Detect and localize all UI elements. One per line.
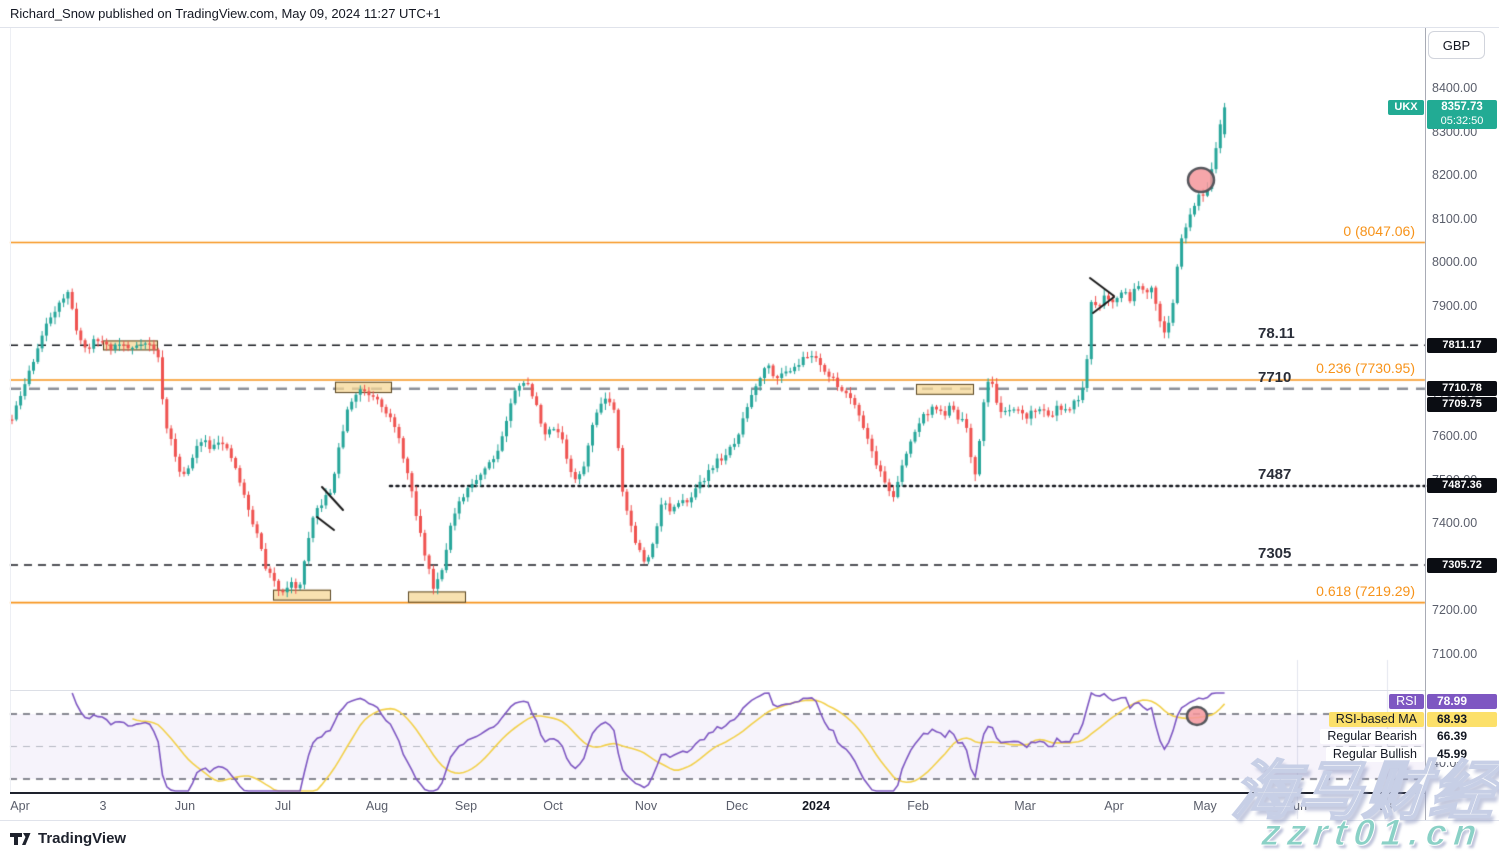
price-axis-tick: 8200.00 xyxy=(1432,168,1478,182)
price-axis-tick: 8100.00 xyxy=(1432,211,1478,226)
time-axis-label: 3 xyxy=(99,799,107,813)
level-price-tag: 7305.72 xyxy=(1427,557,1497,573)
time-axis-label: Jul xyxy=(275,799,291,813)
level-label: 7305 xyxy=(1258,545,1292,562)
fib-level-label: 0.236 (7730.95) xyxy=(1316,360,1415,377)
last-price-tag: 8357.73 05:32:50 xyxy=(1427,100,1497,129)
time-axis-label: Sep xyxy=(454,799,478,813)
price-rsi-pane-separator[interactable] xyxy=(10,690,1425,691)
currency-toggle-button[interactable]: GBP xyxy=(1428,31,1485,59)
level-label: 7487 xyxy=(1258,465,1292,483)
watermark-url-text: zzrt01.cn xyxy=(1259,812,1486,854)
tradingview-branding[interactable]: TradingView xyxy=(10,830,126,847)
rsi-legend-value: 78.99 xyxy=(1427,694,1497,709)
level-price-tag: 7710.78 xyxy=(1427,381,1497,397)
level-label: 7710 xyxy=(1258,368,1292,386)
time-axis-label: 2024 xyxy=(802,799,830,813)
rsi-legend-value: 66.39 xyxy=(1427,729,1497,744)
price-axis-tick: 7100.00 xyxy=(1432,646,1478,661)
tradingview-brand-text: TradingView xyxy=(38,830,127,847)
price-axis-tick: 7400.00 xyxy=(1432,516,1478,530)
tradingview-logo-icon xyxy=(10,833,31,845)
fib-level-label: 0 (8047.06) xyxy=(1343,222,1415,239)
time-axis-label: May xyxy=(1193,799,1217,813)
level-label: 78.11 xyxy=(1258,325,1295,343)
time-axis-separator xyxy=(10,792,1425,794)
price-axis-tick: 7600.00 xyxy=(1432,429,1478,443)
price-axis-tick: 7200.00 xyxy=(1432,603,1478,617)
time-axis-label: Jun xyxy=(1286,799,1308,813)
rsi-legend-label: Regular Bullish xyxy=(1325,746,1424,762)
price-axis-tick: 7900.00 xyxy=(1432,298,1478,313)
fib-level-label: 0.618 (7219.29) xyxy=(1316,582,1415,599)
footer-separator xyxy=(0,820,1499,821)
level-price-tag: 7811.17 xyxy=(1427,337,1497,353)
price-axis-tick: 8400.00 xyxy=(1432,81,1478,95)
publish-attribution-header: Richard_Snow published on TradingView.co… xyxy=(0,0,1499,28)
rsi-legend-label: RSI-based MA xyxy=(1328,711,1424,727)
time-axis-label: Aug xyxy=(365,799,389,813)
time-axis-label: Jun xyxy=(174,799,196,813)
last-price-value: 8357.73 xyxy=(1441,101,1483,113)
rsi-legend-value: 68.93 xyxy=(1427,711,1497,727)
time-axis-label: Jul xyxy=(1379,799,1395,813)
plot-left-border xyxy=(10,28,11,792)
time-axis-label: Feb xyxy=(907,799,929,813)
level-price-tag: 7487.36 xyxy=(1427,478,1497,494)
price-axis-tick: 8000.00 xyxy=(1432,255,1478,269)
level-price-tag: 7709.75 xyxy=(1427,396,1497,412)
symbol-price-flag: UKX xyxy=(1388,100,1424,115)
rsi-legend-label: RSI xyxy=(1389,694,1424,709)
time-axis-label: Apr xyxy=(1104,799,1124,813)
time-axis-label: Apr xyxy=(10,799,30,813)
rsi-legend-value: 45.99 xyxy=(1427,746,1497,762)
rsi-legend-label: Regular Bearish xyxy=(1320,729,1424,744)
time-axis-label: Oct xyxy=(543,799,563,813)
bar-countdown: 05:32:50 xyxy=(1440,115,1484,127)
time-axis-label: Mar xyxy=(1014,799,1036,813)
time-axis-label: Dec xyxy=(725,799,749,813)
time-axis-label: Nov xyxy=(634,799,658,813)
price-axis-line xyxy=(1425,28,1426,820)
